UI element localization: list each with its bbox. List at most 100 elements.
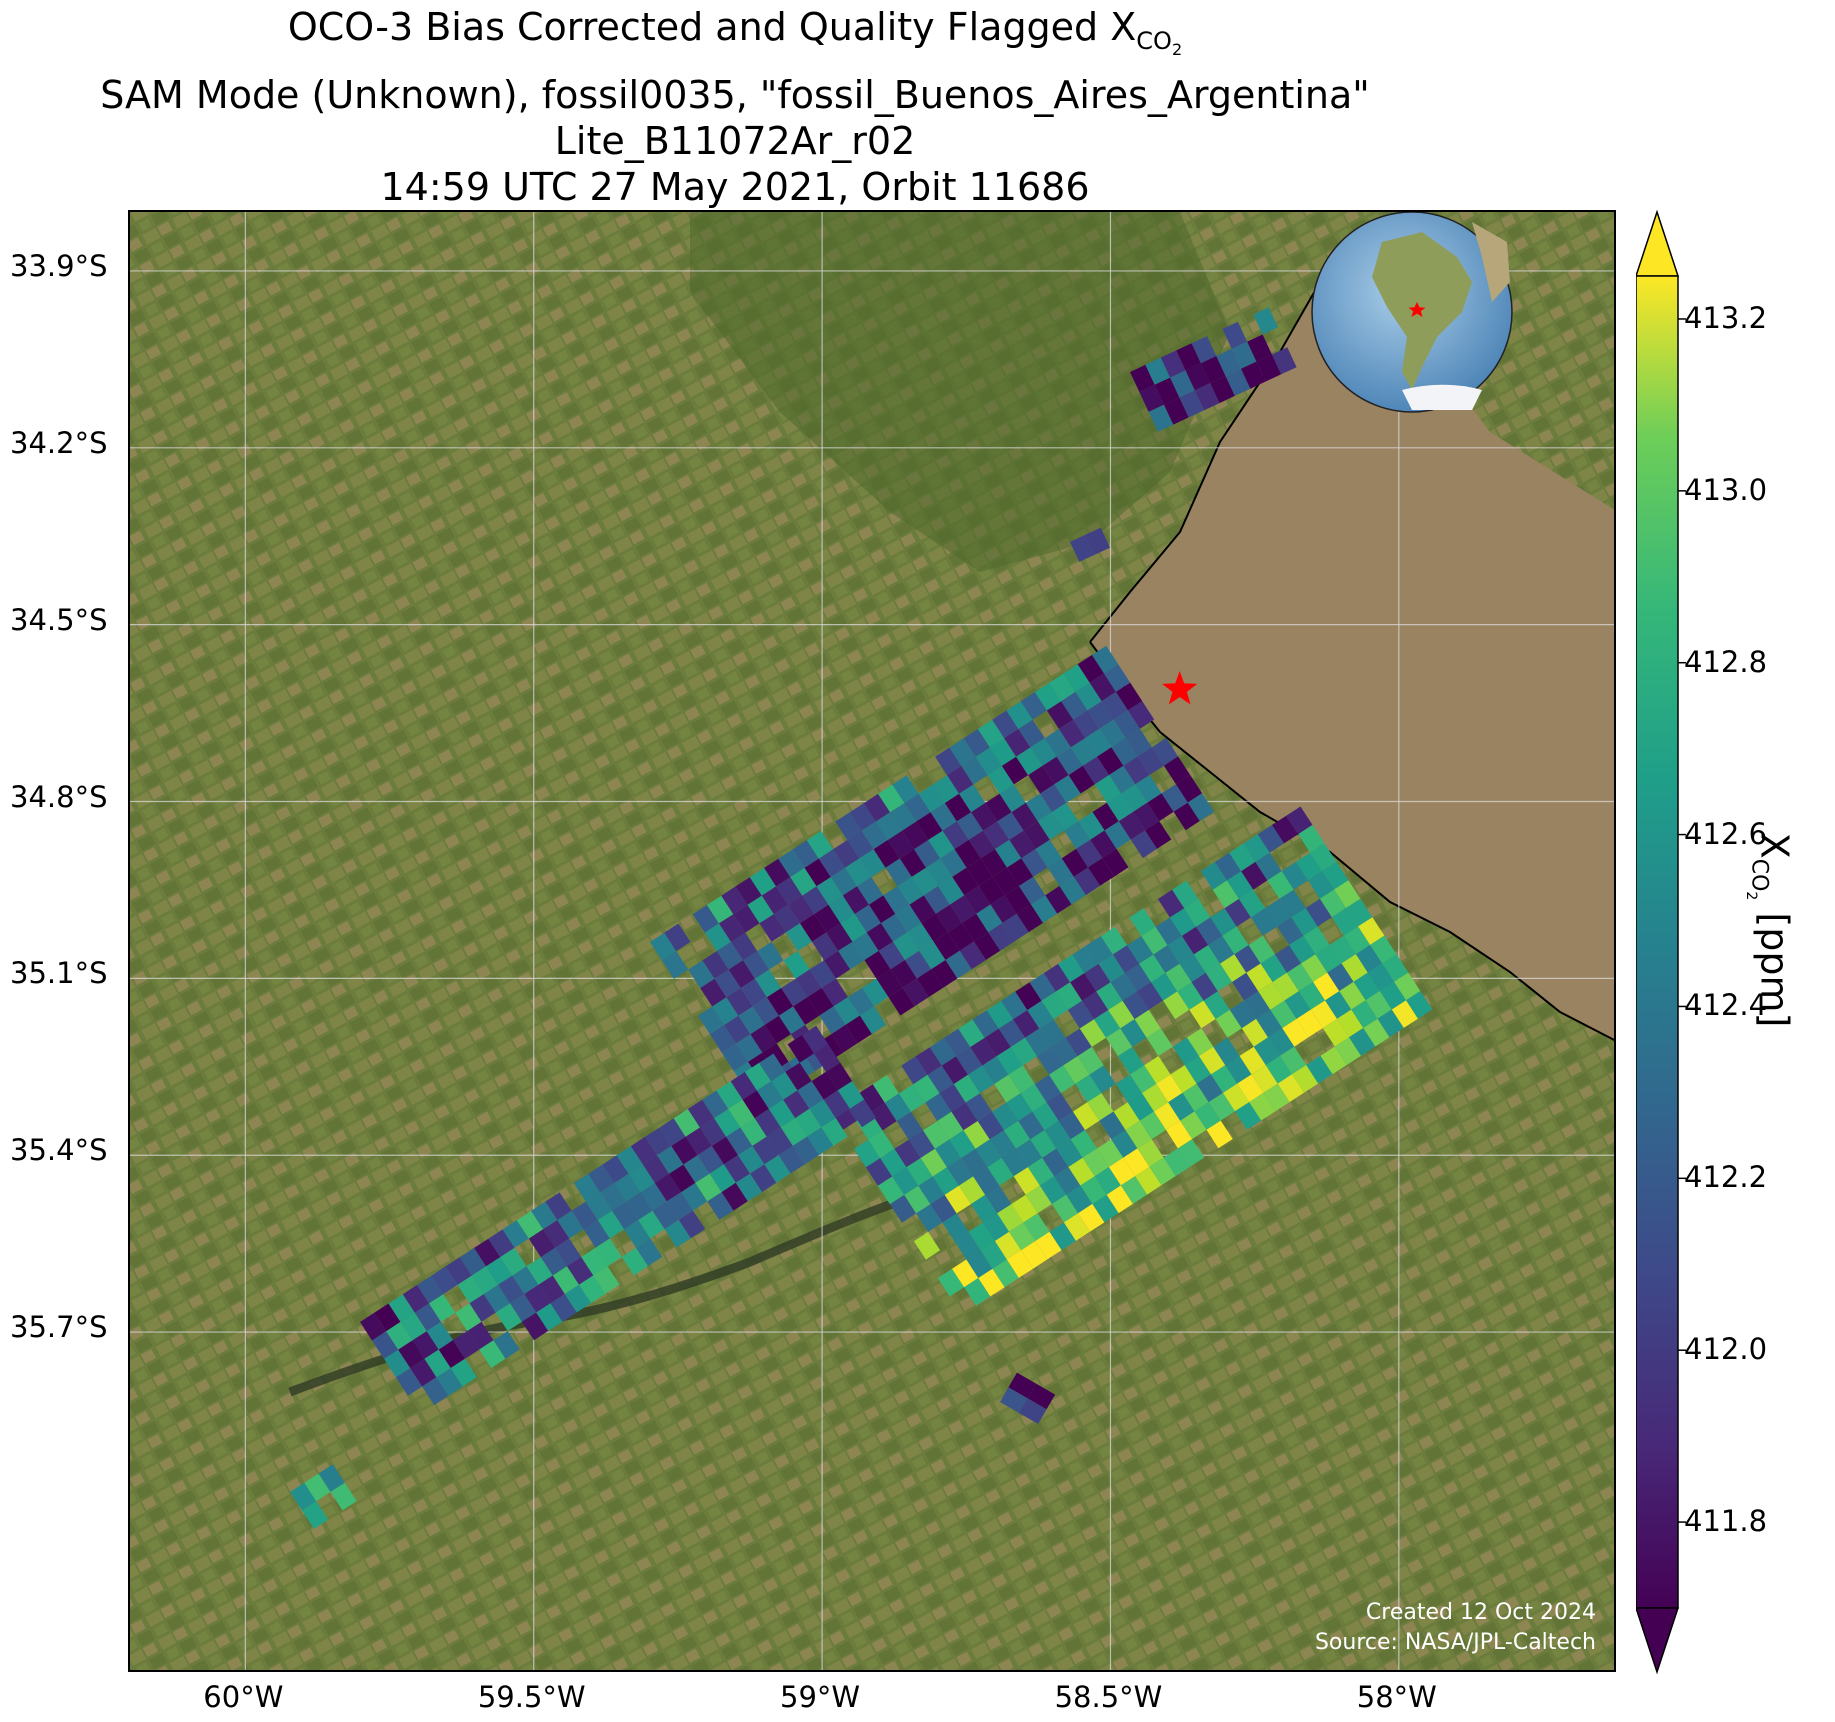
xco2-sounding	[747, 895, 774, 924]
xco2-sounding	[1244, 991, 1271, 1019]
xco2-sounding	[954, 839, 981, 868]
xco2-sounding	[1247, 334, 1272, 362]
xco2-sounding	[1153, 945, 1180, 973]
xco2-sounding	[735, 1173, 763, 1202]
xco2-sounding	[990, 895, 1017, 923]
xco2-sounding	[1099, 1111, 1126, 1140]
xco2-sounding	[1296, 1009, 1323, 1038]
xco2-sounding	[909, 895, 936, 924]
xco2-sounding	[1205, 963, 1233, 992]
xco2-sounding	[977, 719, 1005, 748]
xco2-sounding	[1163, 756, 1191, 785]
xco2-sounding	[1076, 839, 1103, 868]
xco2-sounding	[1291, 908, 1318, 936]
xco2-sounding	[1157, 889, 1185, 918]
xco2-sounding	[436, 1368, 463, 1396]
xco2-sounding	[931, 960, 958, 988]
xco2-sounding	[926, 858, 953, 887]
xco2-sounding	[1008, 1372, 1037, 1399]
xco2-sounding	[947, 766, 974, 794]
xco2-sounding	[894, 1139, 921, 1168]
xco2-sounding	[1156, 1074, 1183, 1103]
xco2-sounding	[1042, 756, 1069, 785]
xco2-sounding	[1051, 1194, 1079, 1223]
xco2-sounding	[842, 886, 869, 914]
xco2-sounding	[1196, 1074, 1223, 1103]
xco2-sounding	[939, 1084, 966, 1112]
xco2-sounding	[814, 904, 841, 933]
colorbar-tick-label: 413.2	[1684, 300, 1768, 335]
xco2-sounding	[384, 1349, 411, 1378]
xco2-sounding	[833, 997, 860, 1025]
xco2-sounding	[1045, 885, 1072, 914]
xco2-sounding	[1286, 963, 1314, 992]
xco2-sounding	[1165, 963, 1192, 992]
xco2-sounding	[989, 1130, 1016, 1158]
xco2-sounding	[1329, 935, 1356, 964]
xco2-sounding	[800, 914, 827, 942]
xco2-sounding	[600, 1183, 627, 1211]
xco2-sounding	[1327, 963, 1354, 992]
xco2-sounding	[1214, 852, 1242, 881]
xco2-sounding	[892, 1167, 919, 1195]
xco2-sounding	[862, 978, 889, 1007]
xco2-sounding	[1367, 963, 1395, 991]
xco2-sounding	[1180, 1111, 1207, 1140]
xco2-sounding	[1125, 1120, 1152, 1149]
xco2-sounding	[1046, 701, 1074, 729]
xco2-sounding	[738, 1145, 765, 1174]
xco2-sounding	[612, 1201, 639, 1230]
xco2-sounding	[1249, 1092, 1276, 1121]
xco2-sounding	[866, 923, 893, 951]
xco2-sounding	[996, 1047, 1023, 1075]
xco2-sounding	[821, 1118, 848, 1146]
map-panel[interactable]: Created 12 Oct 2024 Source: NASA/JPL-Cal…	[128, 210, 1616, 1672]
xco2-sounding	[953, 1074, 980, 1103]
xco2-sounding	[1250, 908, 1278, 936]
xco2-sounding	[949, 1130, 976, 1158]
xco2-sounding	[816, 877, 843, 905]
xco2-sounding	[986, 1000, 1014, 1029]
xco2-sounding	[1123, 1148, 1150, 1177]
xco2-sounding	[1000, 1387, 1028, 1413]
xco2-sounding	[1253, 307, 1278, 335]
xco2-sounding	[723, 1155, 751, 1183]
xco2-sounding	[966, 1250, 993, 1278]
xco2-sounding	[581, 1247, 608, 1276]
xco2-sounding	[766, 988, 794, 1016]
xco2-sounding	[697, 1145, 724, 1174]
xco2-sounding	[823, 1090, 850, 1118]
xco2-sounding	[721, 1182, 748, 1211]
xco2-sounding	[1210, 376, 1235, 404]
xco2-sounding	[469, 1294, 496, 1322]
xco2-sounding	[984, 1028, 1011, 1057]
xco2-sounding	[831, 1024, 858, 1053]
xco2-sounding	[793, 997, 820, 1025]
xco2-sounding	[792, 840, 819, 868]
xco2-sounding	[1118, 811, 1146, 840]
xco2-sounding	[1013, 1010, 1040, 1038]
xco2-sounding	[1020, 1084, 1047, 1112]
xco2-sounding	[904, 793, 931, 822]
xco2-sounding	[944, 1185, 971, 1214]
xco2-sounding	[1066, 1185, 1093, 1214]
xco2-sounding	[1118, 1046, 1145, 1075]
figure-title: OCO-3 Bias Corrected and Quality Flagged…	[0, 4, 1470, 210]
xco2-sounding	[1089, 1065, 1116, 1094]
target-star-marker[interactable]	[1162, 671, 1198, 705]
xco2-sounding	[414, 1303, 441, 1332]
xco2-sounding	[1101, 691, 1128, 720]
lon-tick-label: 58°W	[1356, 1680, 1437, 1714]
map-canvas[interactable]	[130, 212, 1616, 1672]
xco2-sounding	[1253, 1037, 1280, 1066]
xco2-sounding	[764, 1155, 791, 1183]
colorbar-extend-top	[1636, 210, 1680, 277]
xco2-sounding	[1243, 834, 1270, 862]
xco2-sounding	[652, 1201, 679, 1230]
xco2-sounding	[954, 1231, 981, 1260]
rio-de-la-plata	[1090, 252, 1614, 1040]
xco2-sounding	[1011, 1194, 1038, 1223]
xco2-sounding	[671, 1136, 698, 1165]
xco2-sounding	[877, 1176, 905, 1205]
xco2-sounding	[1099, 719, 1126, 748]
